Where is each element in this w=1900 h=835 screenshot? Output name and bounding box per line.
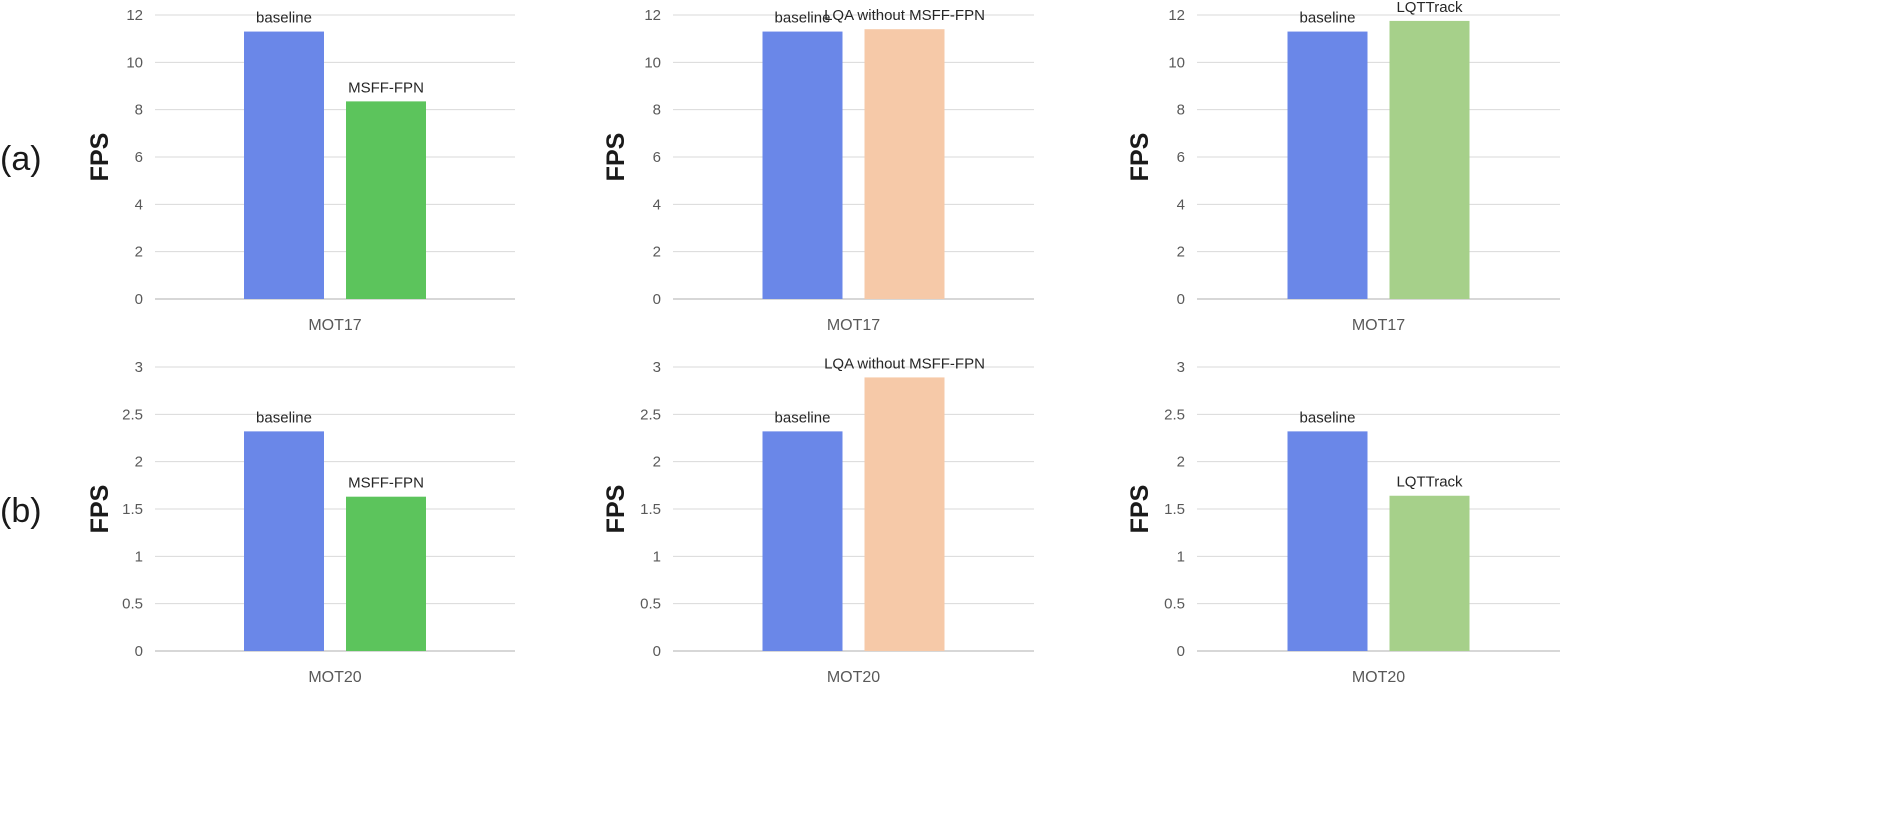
y-tick-label: 2	[653, 244, 661, 261]
bar-label-lqa-without-msff-fpn: LQA without MSFF-FPN	[824, 355, 985, 372]
y-tick-label: 10	[644, 54, 661, 71]
y-tick-label: 12	[1168, 7, 1185, 24]
y-tick-label: 2.5	[640, 406, 661, 423]
bar-label-baseline: baseline	[775, 10, 831, 27]
y-tick-label: 10	[126, 54, 143, 71]
y-tick-label: 4	[135, 196, 143, 213]
y-tick-label: 6	[653, 149, 661, 166]
y-tick-label: 0	[653, 291, 661, 308]
chart-panel-4: 0 0.5 1 1.5 2 2.5 3 FPS MOT20 baseline MSFF-FPN	[86, 359, 515, 686]
y-tick-label: 2	[135, 244, 143, 261]
category-label: MOT20	[1352, 669, 1405, 686]
bar-label-baseline: baseline	[256, 409, 312, 426]
y-tick-label: 8	[653, 102, 661, 119]
bar-baseline	[1287, 431, 1368, 651]
bar-baseline	[244, 31, 324, 300]
y-tick-label: 12	[644, 7, 661, 24]
y-tick-label: 6	[135, 149, 143, 166]
category-label: MOT17	[308, 317, 361, 334]
bar-label-lqa-without-msff-fpn: LQA without MSFF-FPN	[824, 7, 985, 24]
y-tick-label: 0.5	[640, 596, 661, 613]
bar-label-lqttrack: LQTTrack	[1396, 474, 1463, 491]
y-tick-label: 0	[135, 291, 143, 308]
y-tick-label: 3	[1177, 359, 1185, 376]
y-tick-label: 2.5	[122, 406, 143, 423]
y-tick-label: 1.5	[640, 501, 661, 518]
chart-panel-3: 0 2 4 6 8 10 12 FPS MOT17 baseline LQTTrack	[1126, 0, 1560, 334]
y-tick-label: 0	[1177, 291, 1185, 308]
y-tick-label: 0.5	[1164, 596, 1185, 613]
y-tick-label: 2	[1177, 454, 1185, 471]
y-tick-label: 3	[135, 359, 143, 376]
y-tick-label: 1.5	[1164, 501, 1185, 518]
bar-lqttrack	[1389, 20, 1470, 300]
y-tick-label: 2	[653, 454, 661, 471]
y-tick-label: 8	[135, 102, 143, 119]
y-tick-label: 1	[653, 548, 661, 565]
y-tick-label: 6	[1177, 149, 1185, 166]
bar-label-baseline: baseline	[256, 10, 312, 27]
bar-baseline	[1287, 31, 1368, 300]
category-label: MOT17	[827, 317, 880, 334]
bar-label-baseline: baseline	[775, 409, 831, 426]
row-label-a: (a)	[0, 140, 42, 178]
y-tick-label: 0	[135, 643, 143, 660]
y-tick-label: 0	[653, 643, 661, 660]
bar-lqa-without-msff-fpn	[864, 377, 945, 651]
bar-baseline	[244, 431, 324, 651]
bar-msff-fpn	[346, 101, 426, 299]
row-label-b: (b)	[0, 492, 42, 530]
chart-panel-6: 0 0.5 1 1.5 2 2.5 3 FPS MOT20 baseline LQTTrack	[1126, 359, 1560, 686]
y-tick-label: 0.5	[122, 596, 143, 613]
bar-label-baseline: baseline	[1300, 10, 1356, 27]
chart-panel-1: 0 2 4 6 8 10 12 FPS MOT17 baseline MSFF-FPN	[86, 7, 515, 334]
y-axis-label: FPS	[602, 133, 630, 182]
y-tick-label: 1	[135, 548, 143, 565]
y-axis-label: FPS	[86, 133, 114, 182]
y-tick-label: 8	[1177, 102, 1185, 119]
bar-label-lqttrack: LQTTrack	[1396, 0, 1463, 16]
y-tick-label: 10	[1168, 54, 1185, 71]
y-tick-label: 0	[1177, 643, 1185, 660]
chart-panel-5: 0 0.5 1 1.5 2 2.5 3 FPS MOT20 baseline LQA without…	[602, 355, 1034, 686]
y-tick-label: 2.5	[1164, 406, 1185, 423]
y-axis-label: FPS	[86, 485, 114, 534]
y-axis-label: FPS	[602, 485, 630, 534]
y-axis-label: FPS	[1126, 133, 1154, 182]
y-tick-label: 2	[135, 454, 143, 471]
bar-lqttrack	[1389, 495, 1470, 651]
y-tick-label: 12	[126, 7, 143, 24]
bar-msff-fpn	[346, 496, 426, 651]
bar-baseline	[762, 431, 843, 651]
y-axis-label: FPS	[1126, 485, 1154, 534]
y-tick-label: 1	[1177, 548, 1185, 565]
category-label: MOT17	[1352, 317, 1405, 334]
bar-label-msff-fpn: MSFF-FPN	[348, 475, 424, 492]
y-tick-label: 4	[653, 196, 661, 213]
category-label: MOT20	[827, 669, 880, 686]
y-tick-label: 3	[653, 359, 661, 376]
bar-lqa-without-msff-fpn	[864, 29, 945, 299]
bar-baseline	[762, 31, 843, 300]
category-label: MOT20	[308, 669, 361, 686]
bar-label-msff-fpn: MSFF-FPN	[348, 79, 424, 96]
y-tick-label: 4	[1177, 196, 1185, 213]
bar-label-baseline: baseline	[1300, 409, 1356, 426]
y-tick-label: 2	[1177, 244, 1185, 261]
y-tick-label: 1.5	[122, 501, 143, 518]
